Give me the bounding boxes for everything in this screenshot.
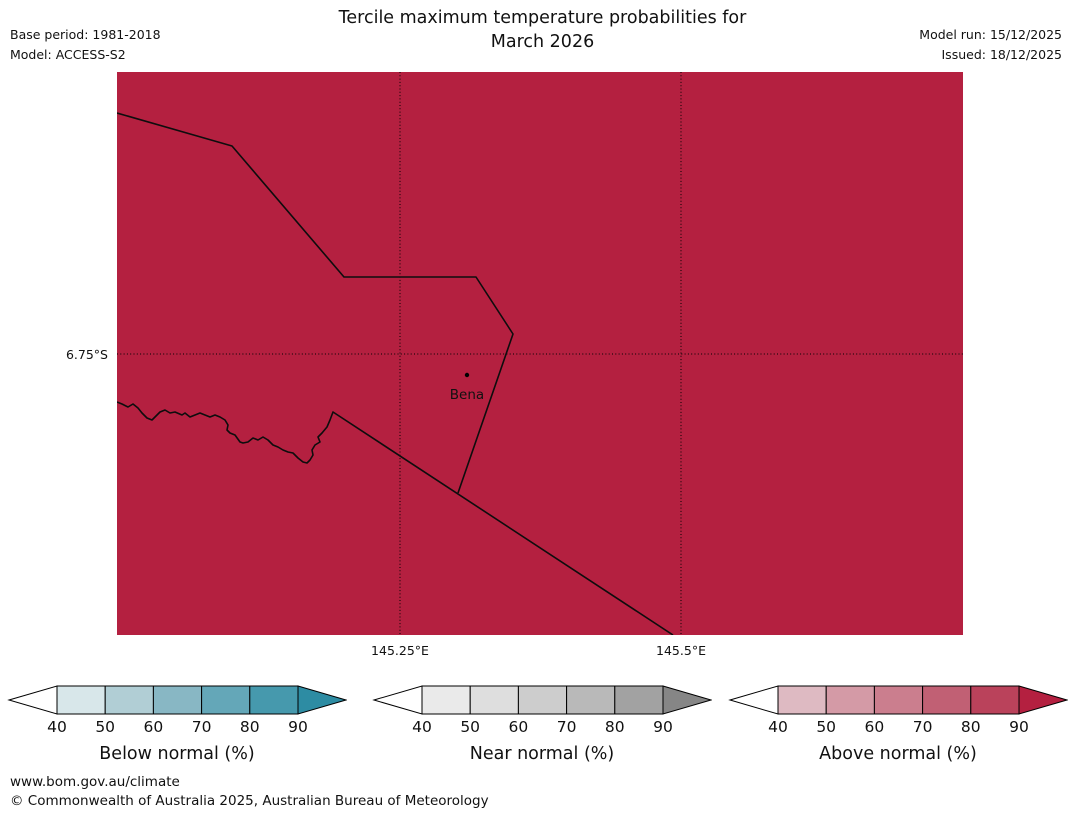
legend-title-near: Near normal (%) bbox=[469, 744, 615, 764]
legend-title-above: Above normal (%) bbox=[819, 744, 977, 764]
legend-tick-label: 60 bbox=[864, 718, 885, 736]
run-info-block: Model run: 15/12/2025 Issued: 18/12/2025 bbox=[919, 25, 1062, 65]
issued-text: Issued: 18/12/2025 bbox=[941, 47, 1063, 62]
legend-tick-label: 70 bbox=[191, 718, 212, 736]
legend-tick-label: 40 bbox=[47, 718, 67, 736]
legend-color-box bbox=[825, 685, 875, 715]
legend-near-normal: 40 50 60 70 80 90 Near normal (%) bbox=[372, 685, 712, 775]
latitude-label: 6.75°S bbox=[65, 347, 108, 362]
legend-color-box bbox=[56, 685, 106, 715]
legend-color-box bbox=[873, 685, 924, 715]
legend-tick-label: 40 bbox=[412, 718, 432, 736]
legend-colorbar-near bbox=[372, 685, 712, 715]
legend-color-box bbox=[421, 685, 471, 715]
legend-colorbar-above bbox=[728, 685, 1068, 715]
copyright-text: © Commonwealth of Australia 2025, Austra… bbox=[10, 793, 489, 809]
legend-color-box bbox=[249, 685, 299, 715]
legend-color-box bbox=[922, 685, 972, 715]
map-canvas: Bena bbox=[117, 72, 963, 635]
model-run-text: Model run: 15/12/2025 bbox=[919, 27, 1062, 42]
model-info-block: Base period: 1981-2018 Model: ACCESS-S2 bbox=[10, 25, 161, 65]
longitude-label-145-25: 145.25°E bbox=[371, 643, 429, 658]
legend-ticks-near: 40 50 60 70 80 90 bbox=[372, 718, 712, 738]
legend-tick-label: 90 bbox=[1009, 718, 1029, 736]
legend-color-box bbox=[614, 685, 664, 715]
legend-tick-label: 70 bbox=[556, 718, 577, 736]
page-title: Tercile maximum temperature probabilitie… bbox=[0, 6, 1085, 54]
legend-colorbar-below bbox=[7, 685, 347, 715]
legend-ticks-below: 40 50 60 70 80 90 bbox=[7, 718, 347, 738]
legend-color-box bbox=[104, 685, 154, 715]
place-marker-dot bbox=[464, 372, 470, 378]
legend-color-box bbox=[201, 685, 251, 715]
page-title-line1: Tercile maximum temperature probabilitie… bbox=[338, 8, 747, 28]
page-title-line2: March 2026 bbox=[490, 32, 595, 52]
legend-right-arrow bbox=[297, 685, 347, 715]
legend-tick-label: 50 bbox=[95, 718, 116, 736]
legend-tick-label: 60 bbox=[508, 718, 529, 736]
legend-tick-label: 80 bbox=[604, 718, 625, 736]
bom-url-text: www.bom.gov.au/climate bbox=[10, 774, 180, 790]
legend-tick-label: 70 bbox=[912, 718, 933, 736]
legend-color-box bbox=[777, 685, 827, 715]
legend-tick-label: 90 bbox=[653, 718, 673, 736]
legend-left-arrow bbox=[728, 685, 779, 715]
border-line-north bbox=[117, 112, 514, 494]
legend-left-arrow bbox=[372, 685, 423, 715]
legend-tick-label: 90 bbox=[288, 718, 308, 736]
base-period-text: Base period: 1981-2018 bbox=[10, 27, 161, 42]
legend-color-box bbox=[152, 685, 203, 715]
longitude-label-145-5: 145.5°E bbox=[656, 643, 706, 658]
legend-below-normal: 40 50 60 70 80 90 Below normal (%) bbox=[7, 685, 347, 775]
legend-color-box bbox=[970, 685, 1020, 715]
legend-tick-label: 80 bbox=[960, 718, 981, 736]
legend-color-box bbox=[566, 685, 616, 715]
legend-above-normal: 40 50 60 70 80 90 Above normal (%) bbox=[728, 685, 1068, 775]
legend-right-arrow bbox=[1018, 685, 1068, 715]
legend-title-below: Below normal (%) bbox=[99, 744, 255, 764]
place-label-bena: Bena bbox=[450, 387, 484, 403]
legend-color-box bbox=[517, 685, 568, 715]
legend-tick-label: 80 bbox=[239, 718, 260, 736]
border-line-river-south bbox=[117, 401, 674, 635]
legend-tick-label: 50 bbox=[460, 718, 481, 736]
model-name-text: Model: ACCESS-S2 bbox=[10, 47, 126, 62]
legend-color-box bbox=[469, 685, 519, 715]
legend-tick-label: 50 bbox=[816, 718, 837, 736]
legend-ticks-above: 40 50 60 70 80 90 bbox=[728, 718, 1068, 738]
legend-left-arrow bbox=[7, 685, 58, 715]
legend-tick-label: 40 bbox=[768, 718, 788, 736]
legend-right-arrow bbox=[662, 685, 712, 715]
legend-tick-label: 60 bbox=[143, 718, 164, 736]
